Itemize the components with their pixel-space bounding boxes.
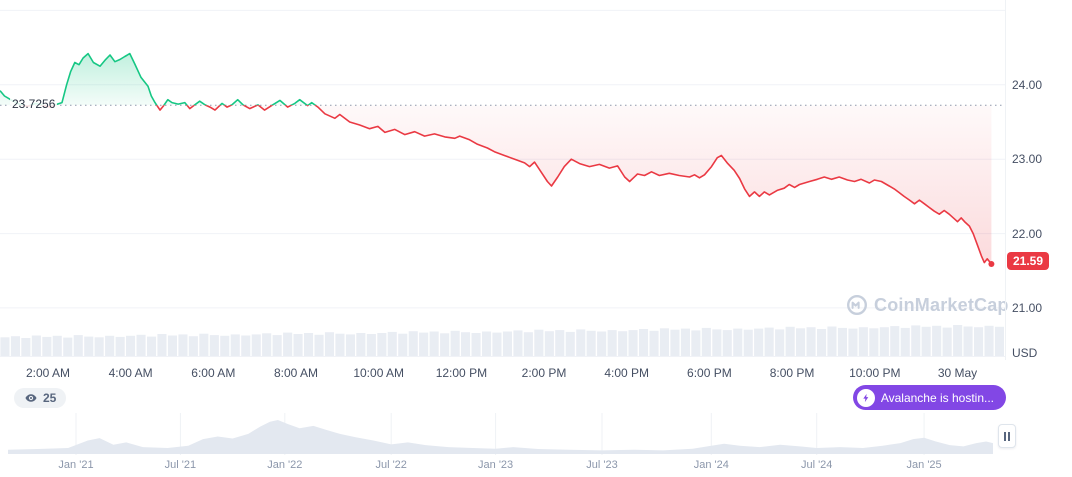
announcement-text: Avalanche is hostin... bbox=[880, 390, 994, 405]
lightning-icon bbox=[856, 388, 875, 407]
mini-axis-label: Jan '25 bbox=[906, 459, 942, 471]
x-axis-label: 4:00 PM bbox=[604, 366, 650, 380]
range-selector[interactable] bbox=[8, 413, 993, 455]
announcement-button[interactable]: Avalanche is hostin... bbox=[852, 385, 1006, 410]
mini-axis-label: Jan '21 bbox=[58, 459, 94, 471]
mini-axis-label: Jul '24 bbox=[800, 459, 833, 471]
mini-axis-label: Jul '21 bbox=[164, 459, 197, 471]
x-axis-label: 6:00 PM bbox=[687, 366, 732, 380]
mini-axis-label: Jul '22 bbox=[375, 459, 407, 471]
mini-axis-label: Jan '22 bbox=[267, 459, 303, 471]
coinmarketcap-logo-icon bbox=[847, 295, 867, 315]
y-axis-border bbox=[1005, 0, 1006, 360]
watermark-text: CoinMarketCap bbox=[874, 294, 1009, 315]
x-axis-label: 30 May bbox=[937, 366, 978, 380]
x-axis-label: 8:00 AM bbox=[273, 366, 319, 380]
y-axis-label: 21.00 bbox=[1012, 300, 1043, 315]
x-axis-label: 4:00 AM bbox=[108, 366, 153, 380]
brush-handle[interactable] bbox=[998, 424, 1016, 448]
mini-axis-label: Jan '23 bbox=[478, 459, 514, 471]
x-axis-label: 2:00 PM bbox=[521, 366, 567, 380]
y-axis-label: 23.00 bbox=[1012, 152, 1043, 167]
price-line-chart[interactable] bbox=[0, 0, 1005, 360]
x-axis-label: 8:00 PM bbox=[769, 366, 815, 380]
x-axis-label: 12:00 PM bbox=[435, 366, 488, 380]
x-axis-label: 2:00 AM bbox=[25, 366, 71, 380]
y-axis-label: 22.00 bbox=[1012, 226, 1043, 241]
x-axis-label: 6:00 AM bbox=[191, 366, 236, 380]
watchers-count: 25 bbox=[43, 391, 57, 405]
last-price-badge: 21.59 bbox=[1007, 252, 1050, 270]
mini-axis-label: Jan '24 bbox=[693, 459, 729, 471]
x-axis-label: 10:00 AM bbox=[353, 366, 405, 380]
mini-axis-label: Jul '23 bbox=[586, 459, 618, 471]
main-chart[interactable]: 23.7256 CoinMarketCap bbox=[0, 0, 1008, 360]
watchers-badge: 25 bbox=[14, 388, 67, 408]
eye-icon bbox=[25, 394, 37, 402]
range-selector-chart[interactable] bbox=[8, 413, 993, 455]
y-axis-label: 24.00 bbox=[1012, 77, 1043, 92]
baseline-price-label: 23.7256 bbox=[10, 97, 58, 111]
x-axis-label: 10:00 PM bbox=[849, 366, 901, 380]
coinmarketcap-watermark: CoinMarketCap bbox=[846, 294, 1009, 316]
currency-label: USD bbox=[1012, 346, 1038, 360]
